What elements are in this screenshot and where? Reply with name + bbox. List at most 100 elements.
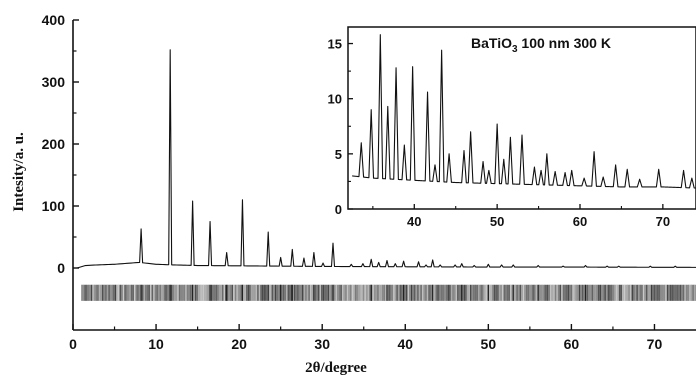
reference-band-texture: [361, 284, 363, 301]
reference-band-texture: [673, 284, 675, 301]
main-pattern-line: [76, 49, 696, 269]
reference-band-texture: [95, 284, 97, 301]
reference-band-texture: [92, 284, 94, 301]
reference-band-texture: [625, 284, 627, 301]
reference-band-texture: [196, 284, 198, 301]
reference-band-texture: [654, 284, 656, 301]
reference-band-texture: [550, 284, 552, 301]
reference-band-texture: [295, 284, 297, 301]
reference-band-texture: [175, 284, 177, 301]
reference-band-texture: [426, 284, 429, 301]
reference-band-texture: [134, 284, 136, 301]
x-tick-label: 30: [314, 336, 330, 352]
reference-band-texture: [324, 284, 326, 301]
reference-band-texture: [193, 284, 195, 301]
reference-band-texture: [639, 284, 641, 301]
reference-band-texture: [308, 284, 310, 301]
reference-band-texture: [626, 284, 629, 301]
reference-band-texture: [407, 284, 409, 301]
reference-band-texture: [289, 284, 291, 301]
reference-band-texture: [401, 284, 403, 301]
reference-band-texture: [146, 284, 149, 301]
reference-band-texture: [297, 284, 299, 301]
reference-band-texture: [174, 284, 176, 301]
reference-band-texture: [583, 284, 585, 301]
reference-band-texture: [84, 284, 86, 301]
reference-band-texture: [100, 284, 102, 301]
reference-band-texture: [610, 284, 613, 301]
reference-band-texture: [679, 284, 681, 301]
reference-band-texture: [97, 284, 99, 301]
reference-band-texture: [548, 284, 550, 301]
reference-band-texture: [262, 284, 264, 301]
reference-band-texture: [617, 284, 619, 301]
inset-box: [347, 26, 696, 210]
reference-band-texture: [473, 284, 475, 301]
reference-band-texture: [446, 284, 448, 301]
reference-band-texture: [353, 284, 355, 301]
reference-band-texture: [580, 284, 582, 301]
reference-band-texture: [151, 284, 153, 301]
reference-band-texture: [244, 284, 246, 301]
x-tick-label: 50: [481, 336, 497, 352]
reference-band-texture: [185, 284, 187, 301]
reference-band-texture: [412, 284, 414, 301]
reference-band-texture: [162, 284, 165, 301]
reference-band-texture: [582, 284, 584, 301]
reference-band-texture: [409, 284, 411, 301]
reference-band-texture: [118, 284, 120, 301]
reference-band-texture: [87, 284, 89, 301]
reference-band-texture: [481, 284, 483, 301]
reference-band-texture: [335, 284, 337, 301]
reference-band-texture: [170, 284, 173, 301]
reference-band-texture: [455, 284, 457, 301]
reference-band-texture: [369, 284, 371, 301]
reference-band-texture: [228, 284, 230, 301]
reference-band-texture: [282, 284, 285, 301]
reference-band-texture: [465, 284, 467, 301]
reference-band-texture: [466, 284, 469, 301]
reference-band-texture: [82, 284, 85, 301]
reference-band-texture: [390, 284, 392, 301]
reference-band-texture: [359, 284, 361, 301]
reference-band-texture: [526, 284, 528, 301]
reference-band-texture: [121, 284, 123, 301]
inset-x-tick-label: 70: [656, 214, 670, 229]
reference-band-texture: [382, 284, 384, 301]
annotation-formula: BaTiO: [471, 35, 512, 51]
reference-band-texture: [319, 284, 321, 301]
reference-band-texture: [346, 284, 349, 301]
reference-band-texture: [572, 284, 574, 301]
reference-band-texture: [458, 284, 461, 301]
reference-band-texture: [391, 284, 393, 301]
reference-band-texture: [404, 284, 406, 301]
reference-band-texture: [692, 284, 694, 301]
reference-band-texture: [474, 284, 477, 301]
reference-band-texture: [194, 284, 197, 301]
x-tick-label: 20: [231, 336, 247, 352]
reference-band-texture: [177, 284, 179, 301]
reference-band-texture: [188, 284, 190, 301]
reference-band-texture: [137, 284, 139, 301]
reference-band-texture: [226, 284, 229, 301]
reference-band-texture: [551, 284, 553, 301]
reference-band-texture: [510, 284, 512, 301]
reference-band-texture: [566, 284, 568, 301]
reference-band-texture: [460, 284, 462, 301]
reference-band-texture: [422, 284, 424, 301]
reference-band-texture: [676, 284, 678, 301]
reference-band-texture: [94, 284, 96, 301]
reference-band-texture: [290, 284, 293, 301]
reference-band-texture: [553, 284, 555, 301]
reference-pattern-band: [81, 284, 696, 301]
reference-band-texture: [462, 284, 464, 301]
reference-band-texture: [540, 284, 542, 301]
reference-band-texture: [201, 284, 203, 301]
reference-band-texture: [242, 284, 245, 301]
reference-band-texture: [254, 284, 256, 301]
reference-band-texture: [342, 284, 344, 301]
reference-band-texture: [190, 284, 192, 301]
reference-band-texture: [567, 284, 569, 301]
reference-band-texture: [438, 284, 440, 301]
